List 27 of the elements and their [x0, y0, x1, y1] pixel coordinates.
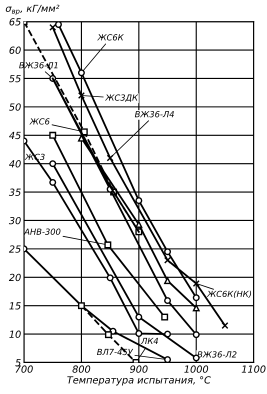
y-tick-label: 45 — [9, 132, 21, 140]
y-tick-label: 40 — [9, 160, 21, 168]
x-tick-label: 700 — [16, 365, 33, 373]
y-tick-label: 10 — [9, 330, 21, 338]
x-tick-label: 1100 — [242, 365, 266, 373]
y-tick-label: 35 — [8, 188, 21, 196]
y-axis-title: σ$_{вр}$, кГ/мм² — [6, 4, 60, 15]
y-tick-label: 30 — [8, 216, 21, 224]
y-tick-label: 60 — [9, 46, 21, 54]
y-tick-label: 20 — [8, 274, 21, 282]
annotation: ЖС6К — [97, 34, 124, 40]
y-tick-label: 25 — [8, 245, 21, 253]
annotation: ВЖ36-Л4 — [134, 111, 174, 118]
x-tick-label: 1000 — [184, 365, 208, 373]
annotation: ЖС3ДК — [105, 94, 138, 102]
y-tick-label: 15 — [9, 302, 21, 310]
annotation: ЖС6 — [29, 118, 50, 125]
annotation: ЛК4 — [140, 338, 158, 344]
x-tick-label: 800 — [72, 365, 90, 373]
y-tick-label: 65 — [9, 18, 21, 26]
annotation: ВЖ36-Л2 — [197, 351, 236, 358]
y-tick-label: 55 — [9, 75, 21, 82]
x-tick-label: 900 — [130, 365, 148, 373]
annotation: ЖС6К(НК) — [206, 290, 252, 298]
annotation: АНВ-300 — [24, 228, 60, 235]
x-axis-title: Температура испытания, °C — [67, 376, 211, 386]
y-tick-label: 50 — [9, 103, 21, 111]
